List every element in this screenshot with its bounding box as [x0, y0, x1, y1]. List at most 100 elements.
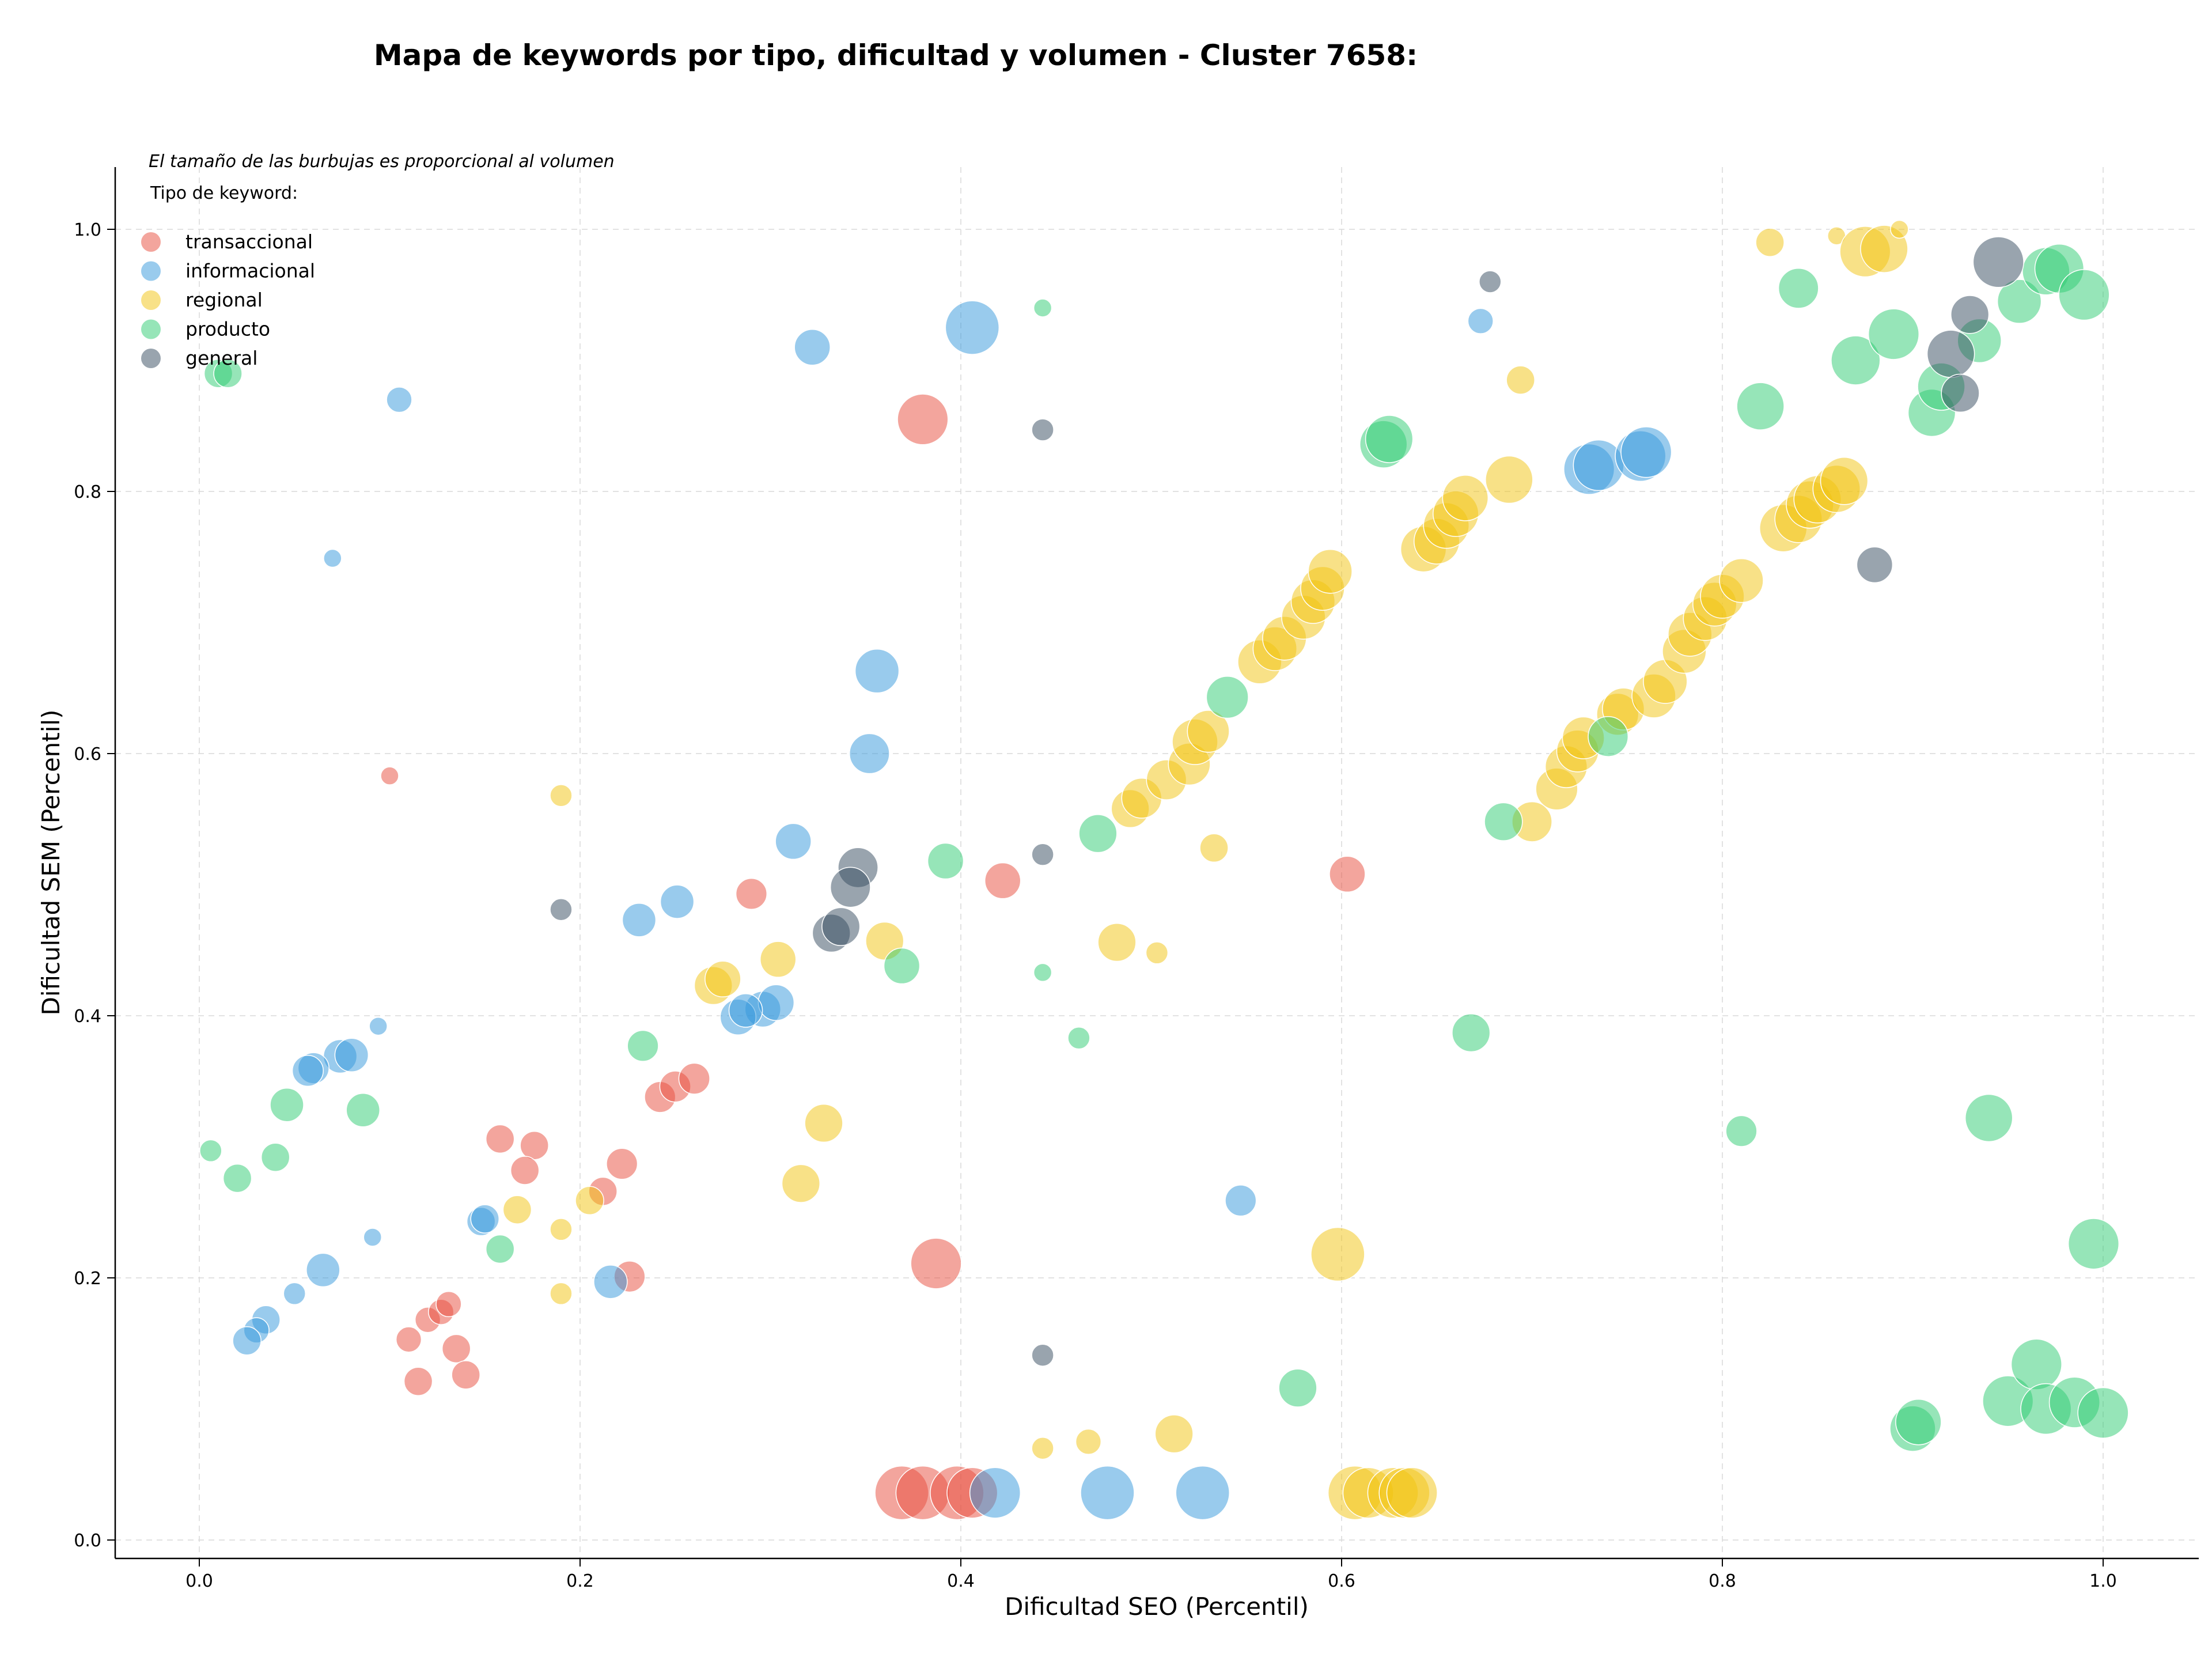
x-tick-label: 0.0: [185, 1571, 213, 1591]
bubble-producto: [1997, 279, 2042, 324]
y-tick-label: 0.6: [74, 744, 101, 765]
bubble-producto: [1365, 415, 1414, 463]
bubble-producto: [270, 1087, 304, 1122]
axis-ticks: 0.0 0.2 0.4 0.6 0.8 1.0 0.0 0.2 0.4 0.6 0.8 1.0: [74, 220, 2117, 1591]
bubble-producto: [1588, 716, 1629, 757]
bubble-regional: [1031, 1437, 1054, 1460]
bubble-regional: [1755, 228, 1785, 258]
bubble-regional: [1386, 1467, 1438, 1519]
bubble-informacional: [232, 1326, 262, 1356]
bubble-regional: [781, 1164, 821, 1203]
bubble-regional: [1442, 475, 1489, 521]
y-tick-label: 0.2: [74, 1269, 101, 1289]
bubble-producto: [1452, 1013, 1491, 1053]
bubble-informacional: [363, 1228, 382, 1247]
bubble-producto: [485, 1234, 515, 1264]
bubble-informacional: [622, 903, 657, 937]
chart-title: Mapa de keywords por tipo, dificultad y …: [374, 39, 1418, 72]
bubble-informacional: [1080, 1465, 1135, 1520]
bubble-general: [1950, 295, 1990, 334]
bubble-producto: [1964, 1094, 2013, 1142]
bubble-transaccional: [897, 394, 949, 445]
bubble-producto: [927, 842, 964, 880]
bubble-producto: [199, 1139, 222, 1163]
bubble-producto: [1895, 1398, 1942, 1446]
bubble-regional: [550, 1282, 573, 1306]
legend-marker-regional: [141, 290, 161, 310]
bubble-regional: [804, 1103, 843, 1143]
y-axis-label: Dificultad SEM (Percentil): [37, 710, 65, 1016]
bubble-transaccional: [435, 1291, 462, 1318]
bubble-transaccional: [678, 1062, 710, 1095]
bubble-regional: [502, 1195, 532, 1224]
bubble-regional: [1719, 558, 1764, 603]
bubble-general: [1031, 1344, 1054, 1367]
bubble-general: [830, 867, 871, 908]
bubble-informacional: [593, 1265, 628, 1299]
y-tick-label: 0.0: [74, 1531, 101, 1551]
legend-title: Tipo de keyword:: [150, 183, 298, 203]
bubble-informacional: [945, 300, 1000, 355]
bubble-informacional: [291, 1054, 324, 1087]
x-tick-label: 0.6: [1328, 1571, 1355, 1591]
x-tick-label: 0.8: [1709, 1571, 1736, 1591]
legend: El tamaño de las burbujas es proporciona…: [141, 152, 615, 369]
bubble-producto: [1868, 308, 1920, 360]
bubble-transaccional: [606, 1148, 638, 1180]
bubble-regional: [1485, 455, 1533, 504]
bubble-regional: [1890, 220, 1909, 239]
bubble-regional: [704, 960, 741, 998]
bubble-producto: [1831, 335, 1881, 385]
bubble-regional: [1075, 1428, 1102, 1455]
bubble-producto: [1067, 1026, 1090, 1050]
bubble-regional: [575, 1186, 604, 1216]
bubble-producto: [1484, 802, 1523, 841]
bubble-regional: [1506, 365, 1535, 395]
bubble-producto: [1033, 963, 1052, 982]
bubble-informacional: [1225, 1185, 1257, 1217]
bubble-producto: [260, 1142, 290, 1172]
y-tick-label: 1.0: [74, 220, 101, 240]
legend-note: El tamaño de las burbujas es proporciona…: [149, 152, 615, 172]
bubble-regional: [1308, 549, 1353, 594]
bubble-regional: [1310, 1227, 1365, 1282]
bubble-general: [1479, 270, 1502, 293]
legend-marker-producto: [141, 319, 161, 339]
bubble-informacional: [794, 329, 831, 366]
bubble-transaccional: [910, 1238, 962, 1289]
bubble-transaccional: [485, 1124, 515, 1154]
legend-label-regional: regional: [185, 289, 263, 311]
x-axis-label: Dificultad SEO (Percentil): [1005, 1592, 1309, 1621]
bubble-general: [550, 898, 573, 921]
bubble-producto: [1778, 267, 1819, 309]
bubble-producto: [2058, 269, 2110, 321]
legend-label-producto: producto: [185, 318, 270, 340]
bubble-general: [1926, 330, 1975, 378]
bubble-general: [1941, 373, 1980, 413]
legend-marker-informacional: [141, 261, 161, 281]
bubble-informacional: [1467, 308, 1494, 334]
bubble-producto: [1725, 1115, 1758, 1147]
bubble-informacional: [369, 1016, 388, 1036]
x-tick-label: 1.0: [2089, 1571, 2117, 1591]
bubble-producto: [883, 947, 921, 985]
bubble-informacional: [660, 884, 695, 919]
x-tick-label: 0.4: [947, 1571, 975, 1591]
bubble-transaccional: [395, 1326, 422, 1353]
legend-marker-general: [141, 349, 161, 368]
bubble-informacional: [757, 984, 795, 1021]
bubble-regional: [1154, 1414, 1194, 1454]
bubble-general: [1031, 418, 1054, 441]
bubble-producto: [1033, 298, 1052, 317]
bubble-transaccional: [380, 766, 399, 785]
bubble-regional: [759, 941, 797, 978]
bubble-producto: [2010, 1338, 2062, 1390]
bubble-regional: [550, 1218, 573, 1241]
bubble-informacional: [283, 1282, 306, 1306]
bubble-informacional: [386, 387, 412, 413]
bubble-transaccional: [520, 1130, 549, 1160]
bubble-producto: [346, 1093, 380, 1127]
bubble-informacional: [334, 1038, 369, 1072]
bubble-regional: [1820, 457, 1869, 505]
